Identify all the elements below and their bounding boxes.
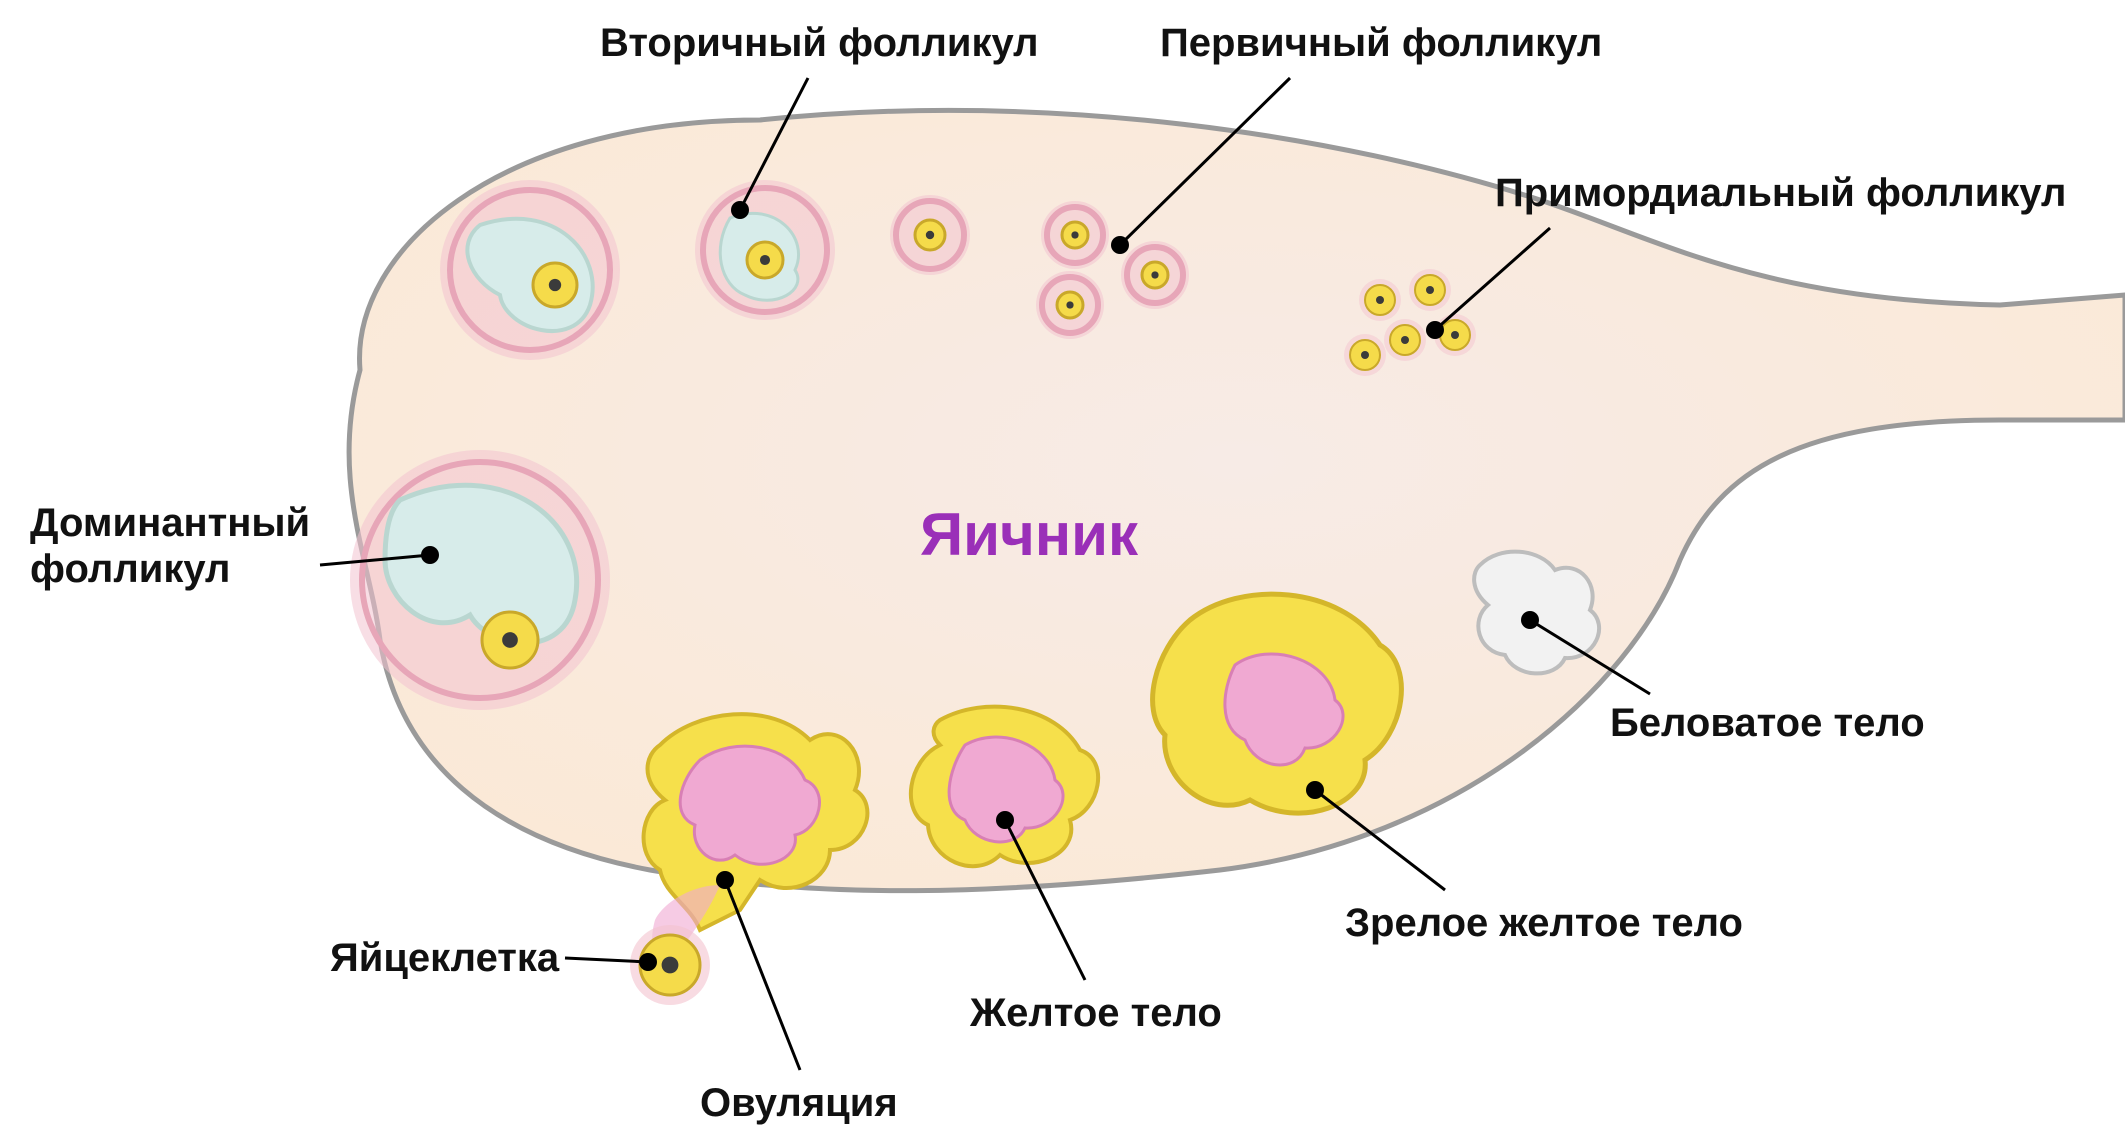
secondary-follicle (695, 180, 835, 320)
primordial-follicle-1 (1409, 269, 1451, 311)
ovary-title: Яичник (920, 500, 1138, 569)
label-corpAlb: Беловатое тело (1610, 700, 1925, 746)
pointer-dot-secondary (731, 201, 749, 219)
pointer-dot-corpAlb (1521, 611, 1539, 629)
pointer-dot-primary (1111, 236, 1129, 254)
pointer-dot-ovulation (716, 871, 734, 889)
primary-follicle-2 (1036, 271, 1104, 339)
label-oocyte: Яйцеклетка (330, 935, 559, 981)
primary-follicle-single (890, 195, 970, 275)
label-secondary: Вторичный фолликул (600, 20, 1039, 66)
pointer-dot-dominant (421, 546, 439, 564)
mature-corpus-luteum (1153, 594, 1402, 813)
pre-dominant-follicle (440, 180, 620, 360)
label-primordial: Примордиальный фолликул (1495, 170, 2066, 216)
label-corpLuteum: Желтое тело (970, 990, 1222, 1036)
label-matureCL: Зрелое желтое тело (1345, 900, 1743, 946)
pointer-ovulation (725, 880, 800, 1070)
pointer-dot-corpLuteum (996, 811, 1014, 829)
label-ovulation: Овуляция (700, 1080, 898, 1126)
dominant-follicle (350, 450, 610, 710)
primordial-follicle-2 (1384, 319, 1426, 361)
primary-follicle-0 (1041, 201, 1109, 269)
primordial-follicle-4 (1344, 334, 1386, 376)
pointer-dot-matureCL (1306, 781, 1324, 799)
label-dominant: Доминантный фолликул (30, 500, 310, 592)
primary-follicle-1 (1121, 241, 1189, 309)
label-primary: Первичный фолликул (1160, 20, 1602, 66)
pointer-dot-primordial (1426, 321, 1444, 339)
pointer-dot-oocyte (639, 953, 657, 971)
primordial-follicle-0 (1359, 279, 1401, 321)
